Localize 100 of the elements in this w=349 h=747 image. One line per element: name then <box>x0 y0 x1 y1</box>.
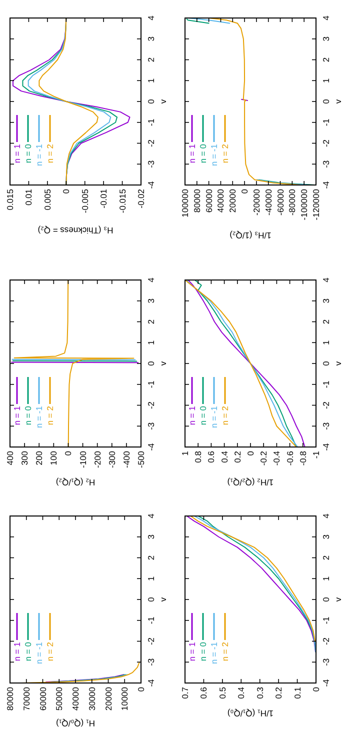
x-axis-title: 1/H₂ (Q₂/Q₁) <box>227 477 274 488</box>
x-axis-title: 1/H₁ (Q₁/Q₀) <box>227 708 274 718</box>
x-tick-label: -1 <box>311 450 321 459</box>
x-tick-label: 0.5 <box>217 686 228 699</box>
y-tick-label: 1 <box>321 340 331 345</box>
x-tick-label: -20000 <box>251 188 262 216</box>
y-tick-label: -1 <box>321 380 331 388</box>
x-tick-label: 60000 <box>204 188 214 213</box>
text: n = 2 <box>220 406 230 426</box>
y-axis-title: v <box>158 360 168 366</box>
text: n = 0 <box>23 144 33 164</box>
x-tick-label: 30000 <box>86 686 97 711</box>
x-tick-label: 0 <box>63 450 74 456</box>
x-tick-label: 0.005 <box>42 188 52 210</box>
y-tick-label: 4 <box>146 277 156 282</box>
y-tick-label: -2 <box>321 401 331 410</box>
x-tick-label: 0.015 <box>5 188 15 210</box>
y-tick-label: -2 <box>321 637 331 646</box>
text: n = -1 <box>34 144 44 166</box>
y-tick-label: 3 <box>146 36 156 42</box>
text: n = 2 <box>220 642 230 662</box>
y-tick-label: 1 <box>146 340 156 345</box>
y-tick-label: 3 <box>321 534 331 540</box>
text: n = 0 <box>198 144 208 164</box>
text: n = 1 <box>187 406 197 426</box>
text: n = -1 <box>34 406 44 428</box>
y-tick-label: 3 <box>146 534 156 540</box>
y-tick-label: -4 <box>146 678 156 687</box>
y-tick-label: 2 <box>321 319 331 324</box>
y-axis-title: v <box>333 360 343 366</box>
x-tick-label: 10000 <box>120 686 130 711</box>
text: n = -1 <box>34 642 44 664</box>
y-tick-label: -2 <box>146 637 156 646</box>
x-tick-label: 0 <box>311 686 321 692</box>
x-tick-label: 0 <box>246 450 256 456</box>
text: n = 0 <box>23 406 33 426</box>
x-tick-label: 60000 <box>38 686 48 711</box>
text: n = 1 <box>12 642 22 662</box>
text: n = 0 <box>198 406 208 426</box>
text: n = 1 <box>187 144 197 164</box>
x-tick-label: -500 <box>136 450 146 468</box>
x-tick-label: 1 <box>180 450 190 456</box>
x-tick-label: 40000 <box>70 686 80 711</box>
x-tick-label: -0.01 <box>98 188 109 208</box>
x-tick-label: -100000 <box>299 188 310 220</box>
x-tick-label: -120000 <box>311 188 321 220</box>
x-tick-label: 400 <box>5 450 15 466</box>
x-tick-label: -0.2 <box>258 450 269 466</box>
y-tick-label: 0 <box>321 596 331 602</box>
x-tick-label: 80000 <box>192 188 202 213</box>
x-tick-label: 80000 <box>5 686 15 711</box>
x-tick-label: -300 <box>106 450 117 468</box>
text: n = 2 <box>45 642 55 662</box>
y-tick-label: -1 <box>146 380 156 388</box>
x-tick-label: -60000 <box>275 188 286 216</box>
y-tick-label: 1 <box>321 78 331 83</box>
y-tick-label: -1 <box>146 118 156 126</box>
y-tick-label: -2 <box>146 401 156 410</box>
line-series <box>14 280 134 447</box>
y-tick-label: 0 <box>321 98 331 104</box>
x-tick-label: -400 <box>121 450 132 468</box>
text: n = 2 <box>45 406 55 426</box>
y-tick-label: 3 <box>321 298 331 304</box>
x-tick-label: 0.7 <box>180 686 190 699</box>
x-tick-label: 0.3 <box>254 686 265 699</box>
x-tick-label: -0.02 <box>136 188 146 208</box>
text: n = -1 <box>209 642 219 664</box>
y-tick-label: 1 <box>321 576 331 581</box>
y-tick-label: -4 <box>321 678 331 687</box>
y-tick-label: -1 <box>321 118 331 126</box>
x-tick-label: 0 <box>61 188 72 194</box>
y-tick-label: -1 <box>321 616 331 624</box>
x-tick-label: -40000 <box>263 188 274 216</box>
x-tick-label: -0.015 <box>117 188 128 214</box>
y-axis-title: v <box>158 596 168 602</box>
text: n = 0 <box>198 642 208 662</box>
y-tick-label: 1 <box>146 576 156 581</box>
y-axis-title: v <box>158 98 168 104</box>
text: n = 0 <box>23 642 33 662</box>
y-tick-label: -3 <box>146 658 156 666</box>
x-tick-label: -0.4 <box>272 450 282 466</box>
y-tick-label: 4 <box>321 513 331 518</box>
y-tick-label: 2 <box>146 555 156 560</box>
y-tick-label: 3 <box>146 298 156 304</box>
x-tick-label: 0.2 <box>274 686 284 699</box>
x-axis-title: H₃ (Thickness = Q₂) <box>38 226 114 236</box>
x-tick-label: 100 <box>48 450 59 466</box>
y-tick-label: 2 <box>321 555 331 560</box>
x-tick-label: -200 <box>92 450 102 468</box>
x-tick-label: 0 <box>136 686 146 692</box>
y-tick-label: -4 <box>146 442 156 451</box>
x-tick-label: -0.6 <box>284 450 295 466</box>
y-tick-label: 4 <box>146 15 156 20</box>
x-axis-title: H₂ (Q₁/Q₂) <box>56 477 96 488</box>
y-tick-label: -3 <box>146 160 156 168</box>
y-tick-label: 4 <box>321 15 331 20</box>
y-tick-label: -2 <box>321 139 331 148</box>
y-tick-label: -3 <box>321 658 331 666</box>
y-tick-label: 3 <box>321 36 331 42</box>
y-tick-label: 0 <box>146 360 156 366</box>
